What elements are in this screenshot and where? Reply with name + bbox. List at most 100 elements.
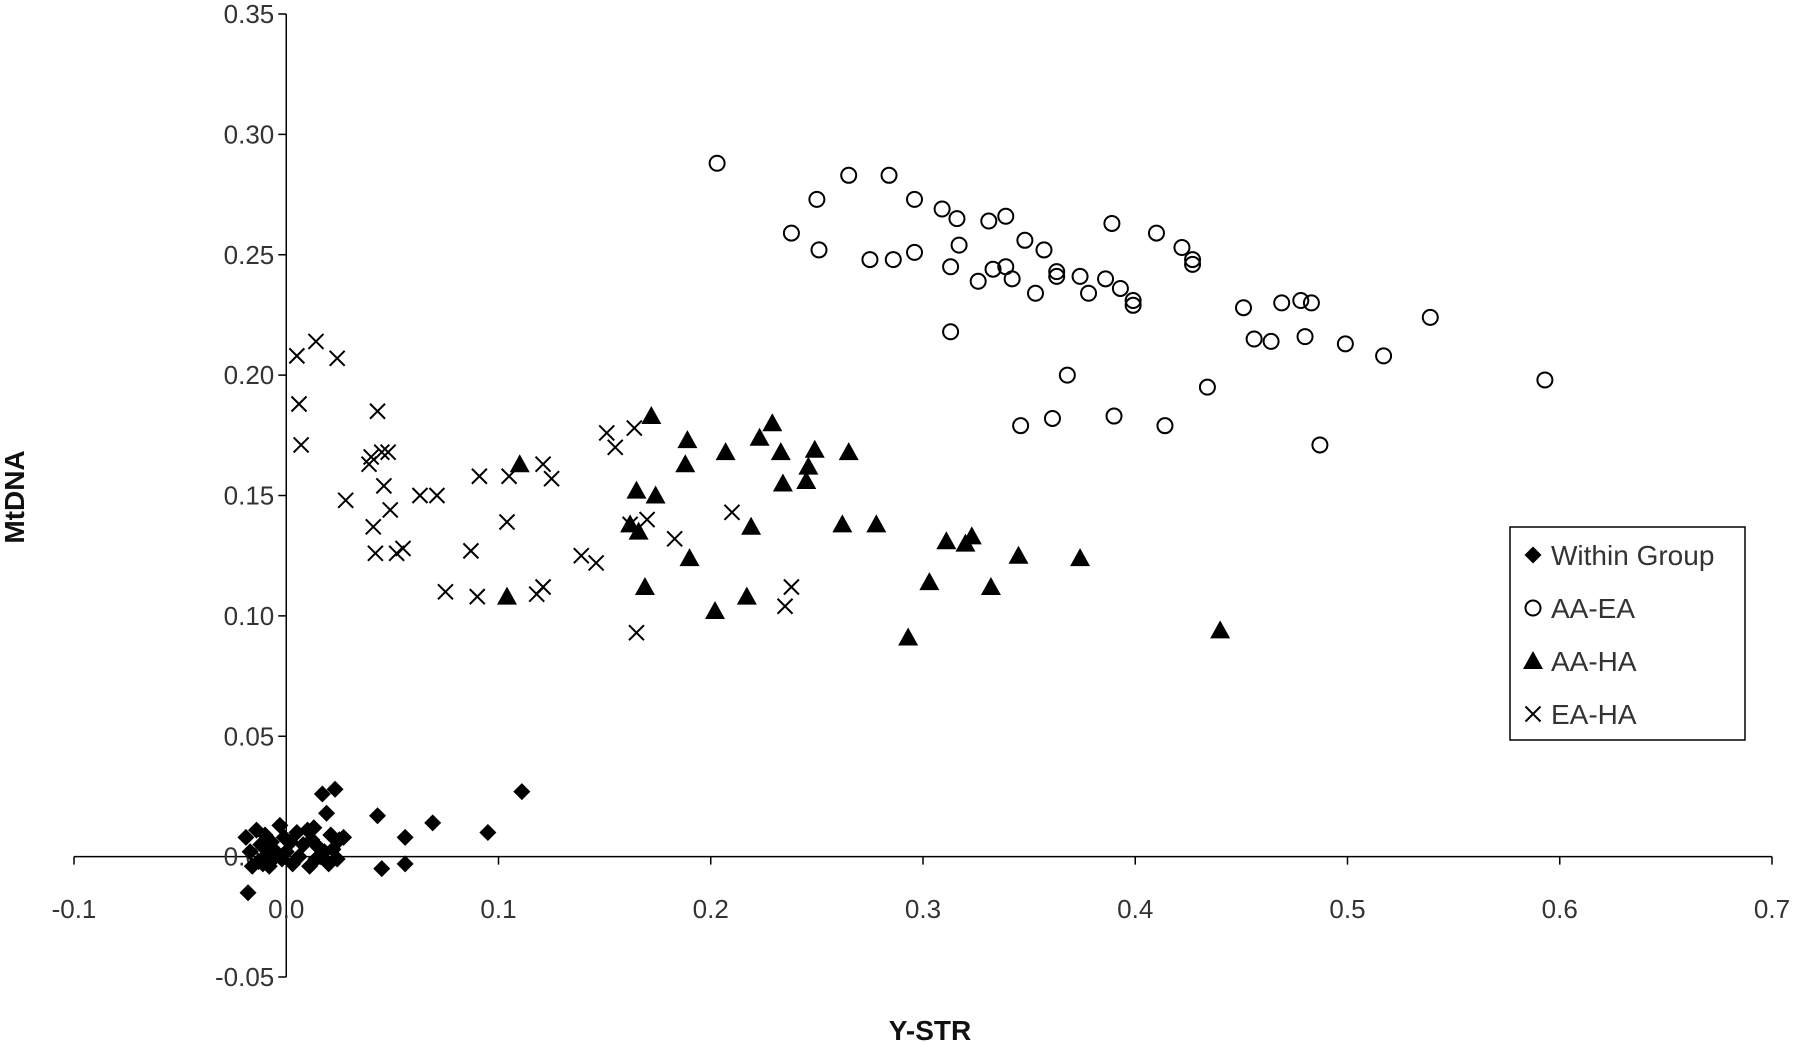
data-point-circle bbox=[1071, 267, 1089, 285]
data-point-triangle bbox=[704, 601, 725, 620]
data-point-circle bbox=[906, 190, 924, 208]
series-x bbox=[288, 333, 800, 641]
data-point-circle bbox=[1292, 291, 1310, 309]
data-point-x bbox=[573, 547, 590, 564]
series-diamond bbox=[237, 780, 531, 902]
data-point-diamond bbox=[239, 884, 257, 902]
data-point-circle bbox=[1336, 335, 1354, 353]
data-point-diamond bbox=[243, 857, 261, 875]
data-point-diamond bbox=[396, 828, 414, 846]
data-point-x bbox=[292, 436, 310, 454]
data-point-x bbox=[328, 350, 346, 367]
data-point-x bbox=[587, 554, 605, 572]
data-point-triangle bbox=[832, 514, 853, 533]
y-tick-label: 0.20 bbox=[224, 360, 275, 390]
data-point-circle bbox=[1124, 291, 1142, 309]
data-point-triangle bbox=[798, 456, 819, 475]
x-tick-label: 0.5 bbox=[1329, 894, 1365, 924]
data-point-x bbox=[534, 578, 552, 596]
data-point-triangle bbox=[1070, 548, 1091, 567]
data-point-circle bbox=[1026, 284, 1044, 302]
y-tick-label: 0.25 bbox=[224, 240, 275, 270]
data-point-x bbox=[382, 501, 399, 519]
data-point-x bbox=[638, 511, 656, 528]
data-point-diamond bbox=[326, 780, 344, 798]
data-point-circle bbox=[1048, 263, 1066, 281]
data-point-circle bbox=[1147, 224, 1165, 242]
data-point-circle bbox=[1184, 251, 1202, 269]
data-point-circle bbox=[861, 251, 879, 269]
data-point-circle bbox=[1184, 255, 1202, 273]
data-point-diamond bbox=[373, 860, 391, 878]
x-tick-label: -0.1 bbox=[52, 894, 97, 924]
data-point-circle bbox=[948, 210, 966, 228]
data-point-circle bbox=[1035, 241, 1053, 259]
data-point-circle bbox=[1262, 332, 1280, 350]
data-point-circle bbox=[950, 236, 968, 254]
data-point-circle bbox=[1234, 299, 1252, 317]
data-point-x bbox=[367, 545, 384, 562]
y-tick-label: 0.15 bbox=[224, 481, 275, 511]
data-point-x bbox=[375, 477, 393, 495]
data-point-circle bbox=[1198, 378, 1216, 396]
data-point-diamond bbox=[479, 824, 497, 842]
data-point-x bbox=[411, 487, 429, 504]
data-point-x bbox=[373, 443, 390, 461]
data-point-triangle bbox=[628, 521, 649, 540]
data-point-x bbox=[471, 468, 488, 485]
data-point-x bbox=[288, 347, 306, 365]
data-point-x bbox=[628, 624, 645, 641]
data-point-x bbox=[307, 333, 325, 350]
data-point-triangle bbox=[838, 442, 859, 461]
data-point-triangle bbox=[509, 454, 530, 473]
legend-label: Within Group bbox=[1551, 540, 1714, 571]
data-point-circle bbox=[1105, 407, 1123, 425]
data-point-triangle bbox=[866, 514, 887, 533]
data-point-x bbox=[534, 455, 552, 473]
data-point-diamond bbox=[424, 814, 442, 832]
data-point-circle bbox=[810, 241, 828, 259]
data-point-circle bbox=[1124, 296, 1142, 314]
data-point-triangle bbox=[641, 406, 662, 425]
data-point-circle bbox=[1173, 239, 1191, 257]
data-point-x bbox=[621, 516, 639, 533]
data-point-triangle bbox=[898, 627, 919, 646]
data-point-x bbox=[498, 513, 516, 531]
x-tick-label: 0.7 bbox=[1754, 894, 1790, 924]
x-tick-label: 0.3 bbox=[905, 894, 941, 924]
data-point-circle bbox=[782, 224, 800, 242]
data-point-diamond bbox=[305, 819, 323, 837]
data-point-circle bbox=[808, 190, 826, 208]
data-point-triangle bbox=[1210, 620, 1231, 639]
data-point-circle bbox=[1043, 409, 1061, 427]
data-point-circle bbox=[1016, 231, 1034, 249]
y-tick-label: 0.30 bbox=[224, 119, 275, 149]
legend-marker-x bbox=[1524, 705, 1542, 723]
data-point-x bbox=[469, 588, 486, 605]
data-point-triangle bbox=[741, 516, 762, 535]
data-point-triangle bbox=[749, 427, 770, 446]
data-point-triangle bbox=[679, 548, 700, 567]
data-point-diamond bbox=[335, 828, 353, 846]
data-point-circle bbox=[1536, 371, 1554, 389]
data-point-triangle bbox=[919, 572, 940, 591]
data-point-x bbox=[337, 492, 354, 509]
data-point-circle bbox=[1273, 294, 1291, 312]
data-point-triangle bbox=[762, 413, 783, 432]
data-point-diamond bbox=[328, 850, 346, 868]
data-point-triangle bbox=[961, 526, 982, 545]
legend-label: AA-EA bbox=[1551, 593, 1635, 624]
series-circle bbox=[708, 154, 1554, 454]
data-point-x bbox=[783, 578, 800, 596]
x-axis-title: Y-STR bbox=[889, 1015, 971, 1046]
data-point-circle bbox=[942, 323, 960, 341]
data-point-diamond bbox=[369, 807, 387, 825]
data-point-triangle bbox=[634, 576, 655, 595]
data-point-x bbox=[723, 504, 741, 521]
data-point-circle bbox=[1111, 279, 1129, 297]
series-triangle bbox=[496, 406, 1231, 646]
data-point-circle bbox=[980, 212, 998, 230]
data-point-x bbox=[437, 583, 454, 601]
data-point-triangle bbox=[736, 586, 757, 605]
